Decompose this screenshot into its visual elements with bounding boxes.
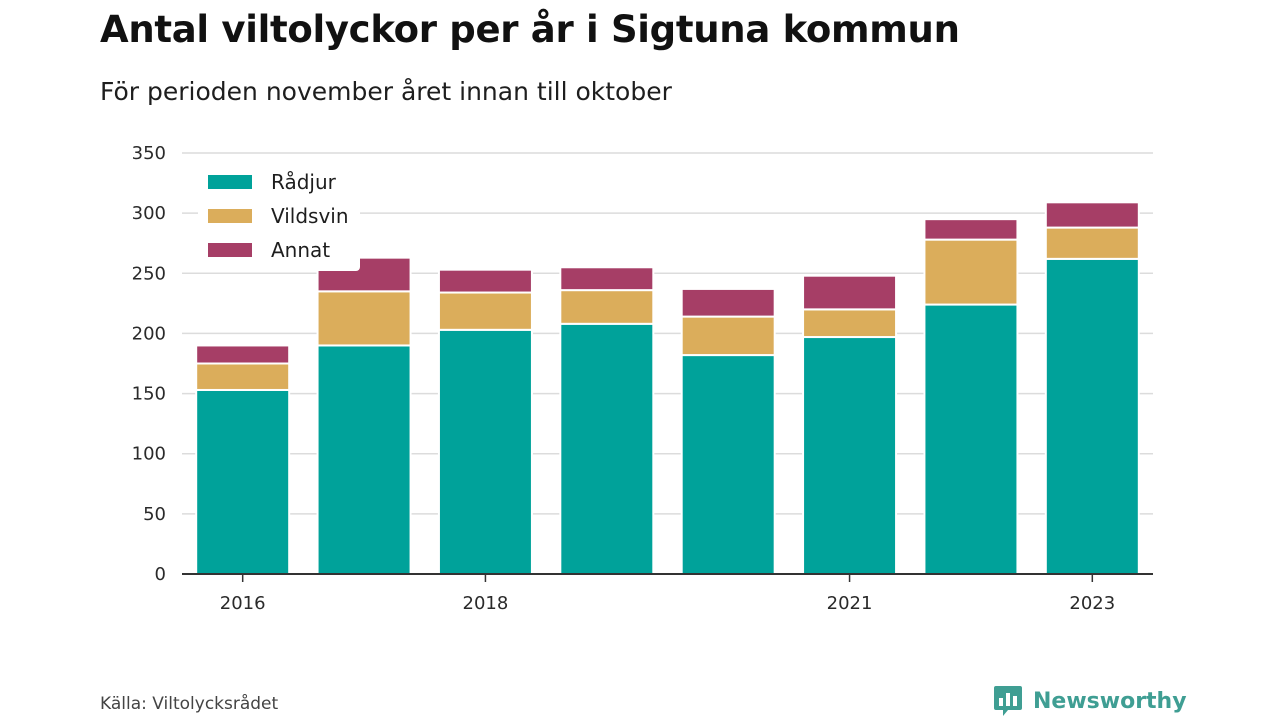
bar-segment-annat <box>195 344 291 365</box>
x-axis: 2016 2018 2021 2023 <box>182 573 1153 614</box>
bar-segment-rådjur <box>437 328 533 575</box>
bars <box>195 201 1140 576</box>
y-tick-label: 0 <box>155 564 166 585</box>
x-tick-label: 2023 <box>1069 593 1115 614</box>
x-tick-label: 2016 <box>220 593 266 614</box>
bar-segment-rådjur <box>195 388 291 575</box>
source-note: Källa: Viltolycksrådet <box>100 694 279 714</box>
chart-title: Antal viltolyckor per år i Sigtuna kommu… <box>100 8 960 51</box>
y-tick-label: 150 <box>132 384 166 405</box>
bar-segment-vildsvin <box>1044 226 1140 260</box>
newsworthy-logo-icon <box>994 686 1022 716</box>
legend-swatch-rådjur <box>208 175 252 189</box>
y-tick-label: 250 <box>132 263 166 284</box>
x-tick-label: 2021 <box>827 593 873 614</box>
bar-segment-annat <box>437 268 533 294</box>
bar-segment-rådjur <box>316 344 412 576</box>
bar-segment-annat <box>802 274 898 311</box>
legend-label-rådjur: Rådjur <box>271 170 337 194</box>
legend-label-annat: Annat <box>271 238 330 262</box>
bar-segment-rådjur <box>680 354 776 575</box>
bar-segment-vildsvin <box>437 291 533 331</box>
bar-segment-rådjur <box>1044 257 1140 575</box>
y-tick-label: 350 <box>132 143 166 164</box>
bar-segment-annat <box>680 287 776 318</box>
stacked-bar-chart: 0 50 100 150 200 250 300 350 2016 2018 2021 2023 R… <box>132 143 1153 614</box>
bar-segment-annat <box>559 266 655 292</box>
y-tick-label: 300 <box>132 203 166 224</box>
legend-label-vildsvin: Vildsvin <box>271 204 349 228</box>
bar-segment-vildsvin <box>195 362 291 391</box>
bar-segment-vildsvin <box>316 290 412 347</box>
bar-segment-vildsvin <box>802 308 898 339</box>
bar-segment-vildsvin <box>923 238 1019 306</box>
bar-segment-rådjur <box>802 336 898 575</box>
bar-segment-vildsvin <box>559 289 655 325</box>
x-tick-label: 2018 <box>463 593 509 614</box>
legend: Rådjur Vildsvin Annat <box>198 163 360 271</box>
y-tick-label: 50 <box>143 504 166 525</box>
brand-name: Newsworthy <box>1033 688 1187 714</box>
legend-swatch-annat <box>208 243 252 257</box>
brand-logo: Newsworthy <box>993 683 1187 719</box>
y-tick-label: 100 <box>132 444 166 465</box>
y-tick-label: 200 <box>132 323 166 344</box>
bar-segment-annat <box>923 218 1019 241</box>
y-axis-labels: 0 50 100 150 200 250 300 350 <box>132 143 166 585</box>
bar-segment-annat <box>1044 201 1140 229</box>
bar-segment-rådjur <box>923 303 1019 575</box>
legend-swatch-vildsvin <box>208 209 252 223</box>
chart-subtitle: För perioden november året innan till ok… <box>100 77 672 106</box>
bar-segment-rådjur <box>559 322 655 576</box>
bar-segment-vildsvin <box>680 315 776 357</box>
